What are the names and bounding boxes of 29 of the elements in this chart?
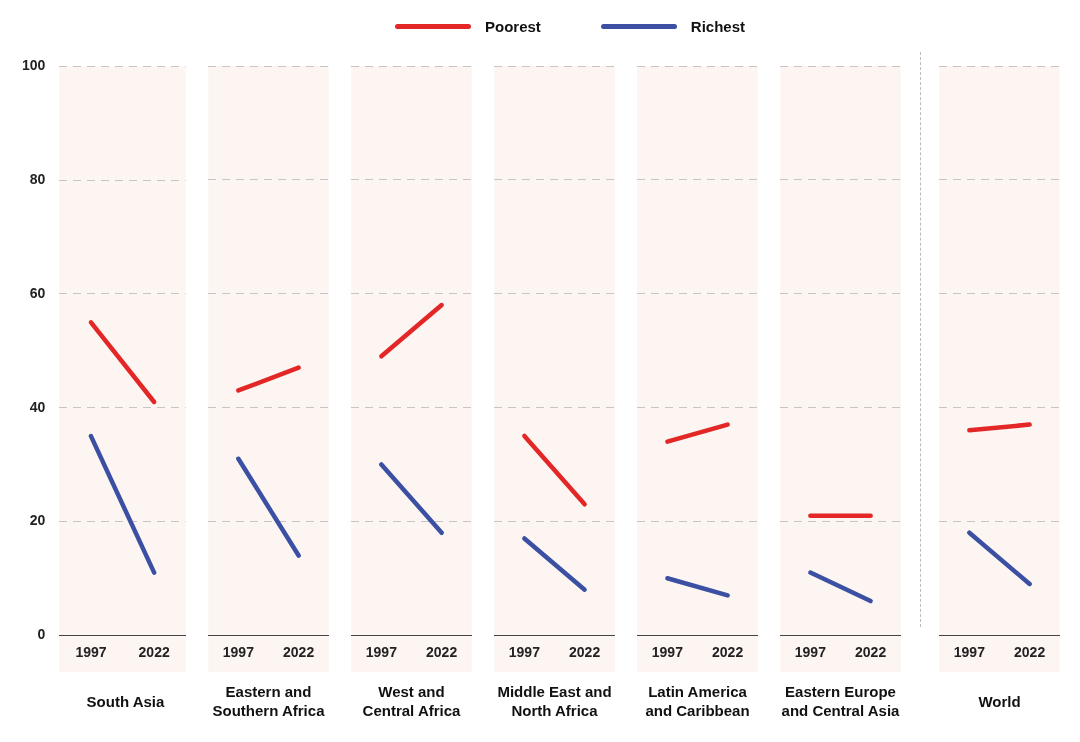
y-tick-label: 80: [29, 171, 46, 188]
text: Richest: [690, 17, 746, 35]
x-tick-label: 2022: [426, 644, 458, 661]
x-tick-label: 2022: [283, 644, 315, 661]
x-tick-label: 2022: [712, 644, 744, 661]
x-tick-label: 2022: [1014, 644, 1046, 661]
y-tick-label: 20: [29, 512, 46, 529]
x-axis-title: Middle East and North Africa: [496, 682, 613, 720]
x-axis-title: Eastern and Southern Africa: [211, 682, 326, 720]
x-axis-title: West and Central Africa: [361, 682, 462, 720]
x-tick-label: 1997: [953, 644, 986, 661]
x-tick-label: 1997: [222, 644, 255, 661]
y-tick-label: 0: [37, 626, 46, 643]
x-axis-title: South Asia: [86, 691, 165, 711]
x-tick-label: 1997: [651, 644, 684, 661]
x-tick-label: 1997: [794, 644, 827, 661]
x-tick-label: 2022: [569, 644, 601, 661]
y-tick-label: 60: [29, 284, 46, 301]
x-tick-label: 1997: [365, 644, 398, 661]
x-tick-label: 1997: [508, 644, 541, 661]
x-axis-title: Latin America and Caribbean: [644, 682, 751, 720]
x-tick-label: 2022: [138, 644, 170, 661]
y-tick-label: 40: [29, 398, 46, 415]
x-axis-title: World: [978, 691, 1021, 711]
x-tick-label: 1997: [75, 644, 107, 661]
text: Poorest: [484, 17, 541, 35]
x-tick-label: 2022: [855, 644, 887, 661]
y-tick-label: 100: [22, 57, 46, 74]
x-axis-title: Eastern Europe and Central Asia: [780, 682, 901, 720]
